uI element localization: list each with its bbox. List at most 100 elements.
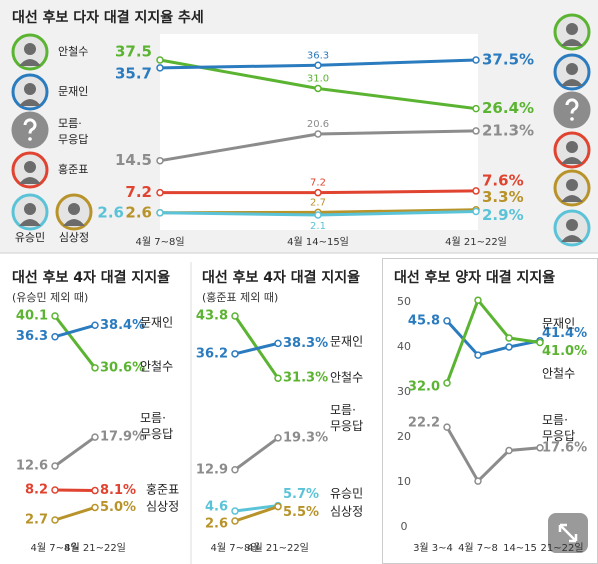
- data-point: [231, 350, 239, 358]
- y-tick-label: 30: [397, 385, 411, 398]
- value-label: 31.3%: [283, 371, 328, 386]
- data-point: [91, 321, 99, 330]
- legend-label: 심상정: [59, 231, 89, 244]
- data-point: [474, 296, 482, 304]
- series-line: [53, 315, 97, 369]
- x-tick-label: 4월 7~8일: [135, 236, 184, 248]
- series-label: 모름· 무응답: [542, 413, 575, 443]
- value-label: 31.0: [307, 73, 329, 84]
- data-point: [314, 61, 322, 70]
- value-label: 2.1: [310, 221, 326, 232]
- value-label: 8.2: [25, 483, 48, 498]
- data-point: [505, 343, 513, 351]
- data-point: [231, 507, 239, 515]
- value-label: 12.6: [16, 459, 48, 474]
- series-line: [234, 505, 279, 523]
- series-label: 문재인: [330, 335, 363, 349]
- x-tick-label: 3월 3~4: [413, 542, 453, 554]
- value-label: 30.6%: [100, 360, 145, 375]
- value-label: 7.2: [125, 183, 152, 201]
- data-point: [274, 374, 282, 382]
- data-point: [314, 188, 322, 197]
- portrait-body: [561, 195, 583, 202]
- data-point: [156, 188, 164, 197]
- data-point: [474, 351, 482, 359]
- data-point: [231, 466, 239, 474]
- chart-subtitle: (홍준표 제외 때): [202, 290, 278, 304]
- portrait-body: [63, 219, 85, 226]
- value-label: 17.6%: [542, 440, 587, 455]
- chart-title: 대선 후보 4자 대결 지지율: [202, 269, 360, 286]
- chart-title: 대선 후보 다자 대결 지지율 추세: [12, 9, 204, 26]
- value-label: 36.3: [16, 329, 48, 344]
- value-label: 37.5%: [482, 51, 534, 69]
- value-label: 4.6: [205, 500, 228, 515]
- y-tick-label: 10: [397, 475, 411, 488]
- data-point: [156, 156, 164, 165]
- chart-title: 대선 후보 양자 대결 지지율: [394, 269, 555, 286]
- value-label: 17.9%: [100, 430, 145, 445]
- x-tick-label: 4월 21~22일: [64, 542, 126, 554]
- x-tick-label: 4월 21~22일: [445, 236, 507, 248]
- legend-label: 문재인: [58, 85, 88, 98]
- data-point: [443, 317, 451, 325]
- value-label: 5.7%: [283, 487, 319, 502]
- data-point: [51, 516, 59, 524]
- portrait-body: [19, 59, 41, 66]
- value-label: 3.3%: [482, 188, 524, 206]
- value-label: 5.0%: [100, 500, 136, 515]
- value-label: 2.6: [125, 203, 152, 221]
- series-line: [54, 506, 96, 522]
- expand-button[interactable]: [548, 513, 588, 553]
- data-point: [274, 339, 282, 348]
- data-point: [274, 502, 282, 511]
- data-point: [536, 444, 544, 452]
- expand-icon[interactable]: [558, 523, 578, 543]
- portrait-body: [19, 219, 41, 226]
- data-point: [472, 104, 480, 113]
- data-point: [51, 462, 59, 470]
- value-label: 35.7: [115, 64, 152, 82]
- data-point: [91, 486, 99, 495]
- data-point: [231, 312, 239, 320]
- value-label: 32.0: [408, 380, 440, 395]
- value-label: 12.9: [196, 462, 228, 477]
- legend-label: 홍준표: [58, 162, 88, 176]
- value-label: 26.4%: [482, 99, 534, 117]
- value-label: 19.3%: [283, 430, 328, 445]
- portrait-head: [24, 43, 36, 55]
- legend-label: 유승민: [15, 231, 45, 244]
- data-point: [443, 423, 451, 431]
- question-dot: [570, 117, 574, 121]
- data-point: [156, 209, 164, 217]
- data-point: [472, 187, 480, 195]
- value-label: 2.6: [97, 203, 124, 221]
- data-point: [443, 379, 451, 387]
- portrait-head: [566, 23, 578, 35]
- question-icon: [565, 98, 579, 114]
- value-label: 22.2: [408, 416, 440, 431]
- portrait-head: [24, 161, 36, 173]
- series-line: [445, 297, 541, 384]
- value-label: 5.5%: [283, 505, 319, 520]
- data-point: [472, 127, 480, 135]
- x-tick-label: 4월 7~8: [458, 542, 498, 554]
- data-point: [314, 130, 322, 138]
- data-point: [472, 56, 480, 64]
- value-label: 40.1: [16, 309, 48, 324]
- series-line: [234, 504, 279, 513]
- value-label: 20.6: [307, 119, 329, 130]
- portrait-body: [19, 177, 41, 184]
- data-point: [314, 211, 322, 219]
- portrait-head: [566, 179, 578, 191]
- data-point: [472, 207, 480, 216]
- series-label: 문재인: [140, 316, 173, 330]
- value-label: 8.1%: [100, 483, 136, 498]
- value-label: 2.6: [205, 517, 228, 532]
- value-label: 7.2: [310, 178, 326, 189]
- data-point: [51, 332, 59, 341]
- value-label: 36.2: [196, 346, 228, 361]
- chart-subtitle: (유승민 제외 때): [12, 291, 88, 304]
- x-tick-label: 4월 7~8일: [30, 542, 79, 554]
